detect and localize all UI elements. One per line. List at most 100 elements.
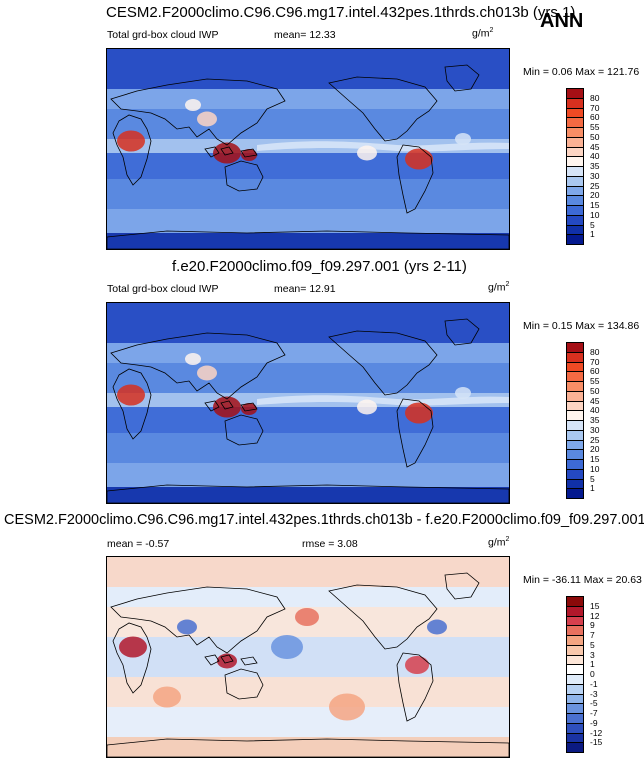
colorbar-label: -1 [590, 678, 598, 689]
coastline [396, 398, 434, 468]
map-field-band [107, 463, 509, 487]
colorbar-label: 20 [590, 190, 600, 201]
coastline [112, 622, 152, 694]
colorbar-label: -5 [590, 698, 598, 709]
colorbar-label: 25 [590, 434, 600, 445]
coastline [240, 656, 258, 666]
panel-3-rmse: rmse = 3.08 [302, 538, 358, 550]
coastline [220, 400, 234, 410]
colorbar-label: 35 [590, 161, 600, 171]
panel-3-minmax: Min = -36.11 Max = 20.63 [523, 574, 642, 586]
colorbar-label: 10 [590, 463, 600, 474]
map-field-spot [185, 353, 201, 365]
map-field-spot [295, 608, 319, 626]
colorbar-label: 80 [590, 346, 600, 357]
colorbar-label: 30 [590, 424, 600, 435]
panel-2-variable: Total grd-box cloud IWP [107, 283, 219, 295]
coastline [328, 330, 438, 396]
colorbar-label: 10 [590, 209, 600, 220]
map-field-band [107, 303, 509, 343]
panel-1-variable: Total grd-box cloud IWP [107, 29, 219, 41]
colorbar-label: -15 [590, 737, 603, 748]
map-field-band [107, 209, 509, 233]
colorbar-label: 25 [590, 180, 600, 191]
coastline [220, 146, 234, 156]
map-itcz-band [257, 141, 509, 152]
map-field-spot [213, 142, 241, 164]
coastline [204, 654, 220, 666]
colorbar-label: 35 [590, 415, 600, 425]
panel-2-colorbar: 80 70 60 55 50 45 40 35 30 25 20 15 10 5 1 [566, 342, 626, 499]
panel-2-title: f.e20.F2000climo.f09_f09.297.001 (yrs 2-… [172, 258, 467, 275]
colorbar-label: 60 [590, 112, 600, 123]
coastline [220, 654, 234, 664]
panel-1-map [106, 48, 510, 250]
colorbar-label: 1 [590, 229, 595, 240]
colorbar-label: 70 [590, 102, 600, 113]
map-itcz-band [257, 395, 509, 406]
map-field-spot [405, 148, 433, 170]
panel-1-colorbar: 80 70 60 55 50 45 40 35 30 25 20 15 10 5 1 [566, 88, 626, 245]
map-field-band [107, 557, 509, 587]
coastline [240, 148, 258, 158]
colorbar-label: 45 [590, 395, 600, 406]
colorbar-label: 5 [590, 639, 595, 650]
coastline [240, 402, 258, 412]
colorbar-label: 20 [590, 444, 600, 455]
map-field-spot [241, 403, 257, 415]
coastline [112, 368, 152, 440]
colorbar-label: -12 [590, 727, 603, 738]
colorbar-label: 1 [590, 483, 595, 494]
coastline [110, 586, 286, 654]
map-field-spot [357, 399, 377, 415]
map-field-band [107, 433, 509, 463]
colorbar-label: 55 [590, 376, 600, 386]
colorbar-label: 5 [590, 473, 595, 484]
map-field-spot [177, 619, 197, 635]
panel-1-title: CESM2.F2000climo.C96.C96.mg17.intel.432p… [106, 4, 576, 21]
coastline [112, 114, 152, 186]
map-field-band [107, 707, 509, 737]
map-field-band [107, 109, 509, 139]
map-field-band [107, 487, 509, 503]
colorbar-label: 12 [590, 610, 600, 621]
colorbar-label: 7 [590, 630, 595, 640]
panel-1-minmax: Min = 0.06 Max = 121.76 [523, 66, 640, 78]
coastline [107, 230, 509, 249]
colorbar-label: 15 [590, 200, 600, 210]
panel-3-mean: mean = -0.57 [107, 538, 170, 550]
coastline [110, 332, 286, 400]
colorbar-label: 9 [590, 620, 595, 631]
colorbar-label: 50 [590, 385, 600, 396]
colorbar-label: 0 [590, 669, 595, 679]
map-field-spot [427, 619, 447, 635]
coastline [224, 160, 264, 192]
map-field-spot [405, 656, 429, 674]
colorbar-label: 50 [590, 131, 600, 142]
colorbar-label: 45 [590, 141, 600, 152]
coastline [107, 738, 509, 757]
map-field-band [107, 737, 509, 757]
map-field-spot [329, 693, 365, 721]
coastline [110, 78, 286, 146]
map-field-spot [405, 402, 433, 424]
colorbar-label: 15 [590, 600, 600, 611]
coastline [396, 144, 434, 214]
map-field-band [107, 343, 509, 363]
map-field-spot [213, 396, 241, 418]
map-field-band [107, 407, 509, 433]
map-field-band [107, 153, 509, 179]
panel-2-units: g/m2 [488, 281, 510, 294]
coastline [107, 484, 509, 503]
colorbar-label: 15 [590, 454, 600, 464]
panel-3-map [106, 556, 510, 758]
map-1-svg [107, 49, 509, 249]
map-field-spot [357, 145, 377, 161]
colorbar-swatch [566, 742, 584, 753]
colorbar-label: 55 [590, 122, 600, 132]
map-field-band [107, 179, 509, 209]
coastline [328, 584, 438, 650]
colorbar-label: 70 [590, 356, 600, 367]
colorbar-label: -9 [590, 717, 598, 728]
colorbar-swatch [566, 488, 584, 499]
